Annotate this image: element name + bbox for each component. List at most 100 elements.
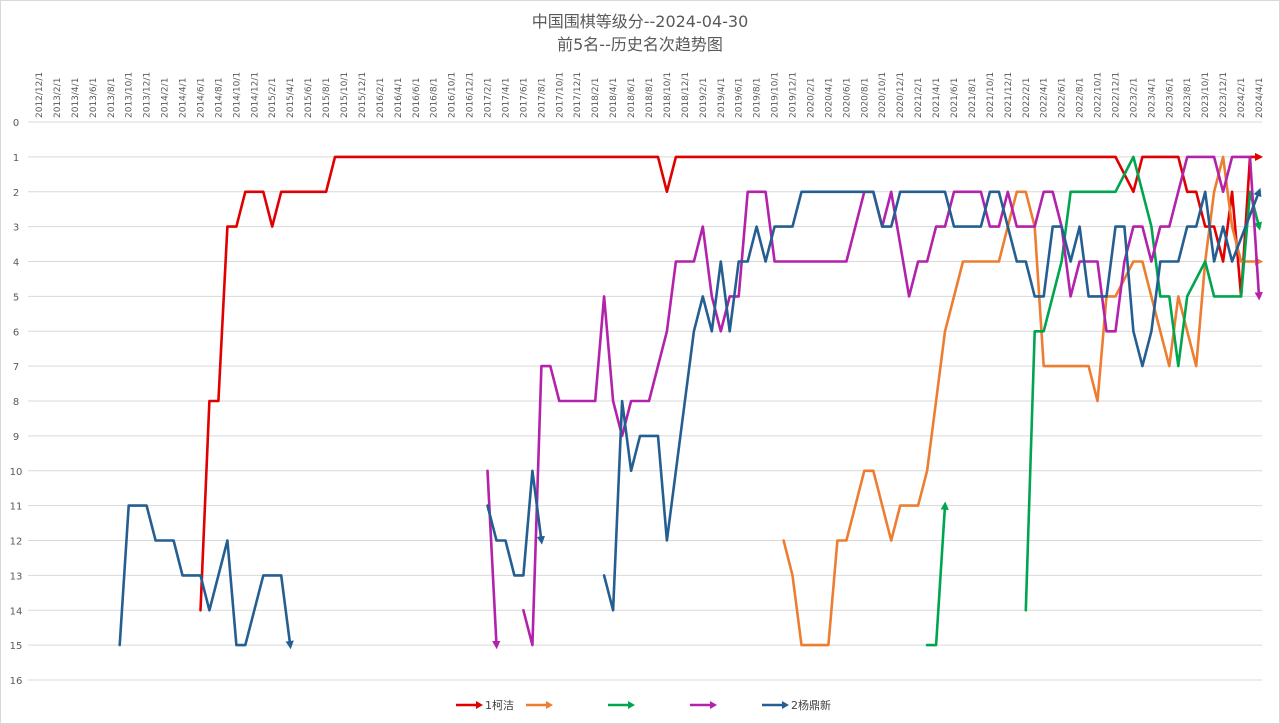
x-tick-label: 2024/2/1 (1237, 78, 1247, 118)
x-tick-label: 2017/2/1 (484, 78, 494, 118)
x-tick-label: 2018/12/1 (681, 72, 691, 118)
series-line-segment (782, 155, 1264, 647)
x-tick-label: 2021/10/1 (986, 72, 996, 118)
x-tick-label: 2016/12/1 (466, 72, 476, 118)
x-tick-label: 2019/4/1 (717, 78, 727, 118)
x-tick-label: 2020/8/1 (860, 78, 870, 118)
x-tick-label: 2018/6/1 (627, 78, 637, 118)
legend-item (608, 701, 635, 709)
y-tick-label: 13 (10, 571, 23, 582)
y-tick-label: 11 (10, 502, 23, 513)
x-tick-label: 2023/2/1 (1129, 78, 1139, 118)
x-tick-label: 2017/4/1 (501, 78, 511, 118)
y-tick-label: 15 (10, 641, 23, 652)
x-tick-label: 2022/4/1 (1040, 78, 1050, 118)
legend-item (526, 701, 553, 709)
x-tick-label: 2022/2/1 (1022, 78, 1032, 118)
series-line-segment (199, 152, 1264, 612)
legend-item: 1柯洁 (456, 699, 514, 712)
x-tick-label: 2013/4/1 (71, 78, 81, 118)
y-tick-label: 4 (13, 258, 19, 269)
x-tick-label: 2014/8/1 (214, 78, 224, 118)
series-5 (118, 187, 1262, 650)
legend-arrow (628, 701, 635, 709)
x-tick-label: 2013/8/1 (107, 78, 117, 118)
series-line-segment (486, 469, 545, 577)
x-tick-label: 2023/8/1 (1183, 78, 1193, 118)
x-tick-label: 2015/10/1 (340, 72, 350, 118)
y-tick-label: 5 (13, 292, 19, 303)
legend-label: 2杨鼎新 (791, 698, 831, 712)
x-tick-label: 2017/6/1 (519, 78, 529, 118)
y-tick-label: 10 (10, 467, 23, 478)
x-axis-ticks: 2012/12/1 2013/2/1 2013/4/1 2013/6/1 2013/8/… (35, 72, 1265, 118)
x-tick-label: 2024/4/1 (1255, 78, 1265, 118)
y-tick-label: 14 (10, 606, 23, 617)
x-tick-label: 2018/2/1 (591, 78, 601, 118)
legend-label: 1柯洁 (485, 699, 514, 712)
y-tick-label: 2 (13, 188, 19, 199)
series-3 (925, 155, 1262, 647)
series-line-segment (925, 501, 949, 647)
y-tick-label: 6 (13, 327, 19, 338)
x-tick-label: 2017/8/1 (537, 78, 547, 118)
x-tick-label: 2023/12/1 (1219, 72, 1229, 118)
x-tick-label: 2020/12/1 (896, 72, 906, 118)
x-tick-label: 2019/10/1 (771, 72, 781, 118)
legend-item (690, 701, 717, 709)
x-tick-label: 2014/12/1 (250, 72, 260, 118)
x-tick-label: 2019/8/1 (753, 78, 763, 118)
legend-arrow (546, 701, 553, 709)
y-tick-label: 9 (13, 432, 19, 443)
x-tick-label: 2022/6/1 (1058, 78, 1068, 118)
gridlines (28, 121, 1262, 681)
x-tick-label: 2015/2/1 (268, 78, 278, 118)
x-tick-label: 2023/6/1 (1165, 78, 1175, 118)
x-tick-label: 2019/2/1 (699, 78, 709, 118)
series-4 (486, 155, 1263, 650)
y-tick-label: 1 (13, 153, 19, 164)
x-tick-label: 2016/8/1 (430, 78, 440, 118)
series-line-segment (602, 187, 1262, 612)
x-tick-label: 2017/12/1 (573, 72, 583, 118)
x-tick-label: 2023/10/1 (1201, 72, 1211, 118)
chart-subtitle: 前5名--历史名次趋势图 (557, 35, 723, 54)
x-tick-label: 2019/6/1 (735, 78, 745, 118)
x-tick-label: 2020/6/1 (842, 78, 852, 118)
x-tick-label: 2014/6/1 (196, 78, 206, 118)
x-tick-label: 2014/4/1 (179, 78, 189, 118)
legend-item: 2杨鼎新 (762, 698, 831, 712)
series-1 (199, 152, 1264, 612)
x-tick-label: 2022/12/1 (1111, 72, 1121, 118)
x-tick-label: 2015/4/1 (286, 78, 296, 118)
x-tick-label: 2012/12/1 (35, 72, 45, 118)
series-line-segment (486, 469, 501, 650)
chart-title: 中国围棋等级分--2024-04-30 (532, 12, 749, 31)
series-line-segment (1024, 155, 1262, 612)
x-tick-label: 2022/10/1 (1094, 72, 1104, 118)
x-tick-label: 2021/8/1 (968, 78, 978, 118)
x-tick-label: 2016/10/1 (448, 72, 458, 118)
series-group (118, 152, 1264, 650)
x-tick-label: 2013/6/1 (89, 78, 99, 118)
x-tick-label: 2016/4/1 (394, 78, 404, 118)
x-tick-label: 2016/6/1 (412, 78, 422, 118)
x-tick-label: 2021/2/1 (914, 78, 924, 118)
x-tick-label: 2020/10/1 (878, 72, 888, 118)
y-tick-label: 3 (13, 223, 19, 234)
x-tick-label: 2023/4/1 (1147, 78, 1157, 118)
series-line-segment (522, 155, 1263, 647)
series-2 (782, 155, 1264, 647)
x-tick-label: 2020/2/1 (806, 78, 816, 118)
y-tick-label: 12 (10, 537, 23, 548)
x-tick-label: 2020/4/1 (824, 78, 834, 118)
x-tick-label: 2015/12/1 (358, 72, 368, 118)
x-tick-label: 2014/2/1 (161, 78, 171, 118)
x-tick-label: 2018/4/1 (609, 78, 619, 118)
y-tick-label: 16 (10, 676, 23, 687)
legend: 1柯洁 2杨鼎新 (456, 698, 831, 712)
x-tick-label: 2021/6/1 (950, 78, 960, 118)
